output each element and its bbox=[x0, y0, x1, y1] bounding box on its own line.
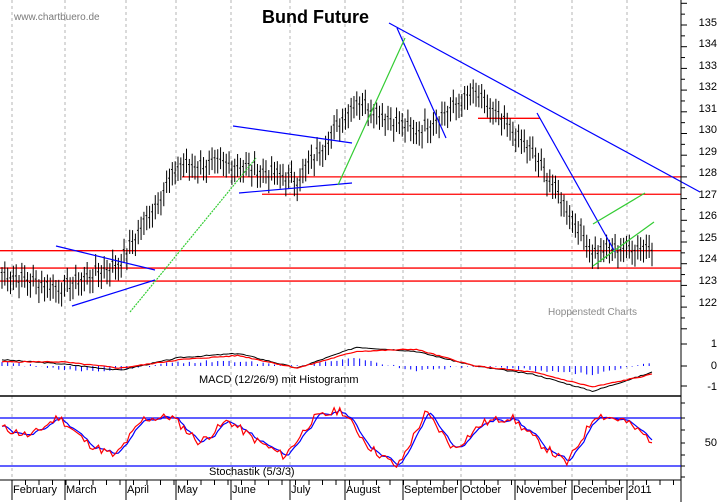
month-label: February bbox=[13, 484, 58, 496]
macd-label: MACD (12/26/9) mit Histogramm bbox=[199, 374, 359, 386]
time-axis bbox=[11, 480, 682, 500]
watermark: Hoppenstedt Charts bbox=[548, 307, 637, 318]
month-gridlines bbox=[11, 0, 628, 480]
price-tick-label: 132 bbox=[698, 81, 717, 93]
price-tick-label: 124 bbox=[698, 253, 717, 265]
macd-tick-label: 1 bbox=[710, 338, 717, 350]
month-label: April bbox=[127, 484, 150, 496]
price-tick-label: 129 bbox=[698, 146, 717, 158]
macd-tick-label: -1 bbox=[707, 381, 717, 393]
trendlines bbox=[55, 22, 701, 313]
chart-title: Bund Future bbox=[262, 7, 369, 27]
month-label: October bbox=[462, 484, 502, 496]
stoch-tick-label: 50 bbox=[704, 437, 717, 449]
stoch-k-line bbox=[1, 406, 653, 469]
price-tick-label: 125 bbox=[698, 232, 717, 244]
support-resistance-lines bbox=[0, 117, 681, 282]
price-tick-label: 135 bbox=[698, 17, 717, 29]
month-label: June bbox=[232, 484, 256, 496]
macd-signal-line bbox=[1, 348, 653, 388]
price-tick-label: 128 bbox=[698, 167, 717, 179]
month-label: September bbox=[404, 484, 458, 496]
month-label: November bbox=[516, 484, 567, 496]
month-label: 2011 bbox=[628, 484, 652, 496]
month-label: March bbox=[66, 484, 97, 496]
macd-tick-label: 0 bbox=[710, 360, 717, 372]
price-tick-label: 123 bbox=[698, 275, 717, 287]
price-tick-label: 133 bbox=[698, 60, 717, 72]
price-axis bbox=[680, 0, 687, 502]
month-label: May bbox=[177, 484, 198, 496]
price-bars bbox=[0, 79, 653, 307]
month-label: August bbox=[346, 484, 381, 496]
month-label: December bbox=[573, 484, 624, 496]
price-tick-label: 130 bbox=[698, 124, 717, 136]
price-tick-label: 131 bbox=[698, 103, 717, 115]
month-label: July bbox=[291, 484, 311, 496]
macd-line bbox=[1, 346, 653, 393]
price-tick-label: 127 bbox=[698, 189, 717, 201]
price-tick-label: 122 bbox=[698, 297, 717, 309]
price-tick-label: 134 bbox=[698, 38, 717, 50]
stoch-label: Stochastik (5/3/3) bbox=[209, 466, 295, 478]
price-tick-label: 126 bbox=[698, 210, 717, 222]
site-url: www.chartbuero.de bbox=[14, 12, 100, 23]
